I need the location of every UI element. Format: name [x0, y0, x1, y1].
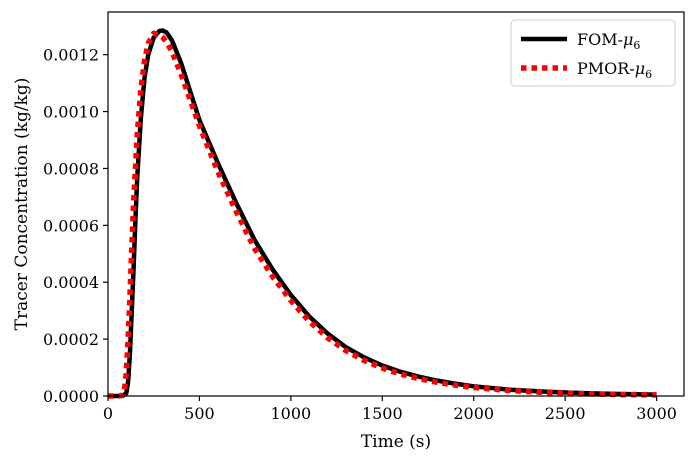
y-tick-label: 0.0002	[43, 330, 99, 349]
x-tick-label: 0	[103, 404, 113, 423]
x-tick-label: 2000	[453, 404, 494, 423]
legend-label-0: FOM-μ6	[577, 30, 640, 52]
y-tick-label: 0.0004	[43, 273, 99, 292]
y-tick-label: 0.0000	[43, 387, 99, 406]
y-tick-label: 0.0008	[43, 159, 99, 178]
x-tick-label: 1000	[270, 404, 311, 423]
legend-label-1: PMOR-μ6	[577, 59, 652, 81]
x-axis-title: Time (s)	[361, 432, 431, 452]
x-tick-label: 1500	[362, 404, 403, 423]
y-axis-title: Tracer Concentration (kg/kg)	[12, 78, 32, 331]
x-tick-label: 500	[184, 404, 215, 423]
plot-area: 0 500 1000 1500 2000 2500 3000 0.0000 0.0002 0.00…	[43, 11, 685, 423]
y-tick-label: 0.0006	[43, 216, 99, 235]
legend-box	[510, 19, 676, 87]
x-tick-label: 3000	[636, 404, 677, 423]
legend: FOM-μ6 PMOR-μ6	[510, 19, 676, 87]
x-tick-label: 2500	[545, 404, 586, 423]
axes-frame	[107, 11, 685, 397]
y-tick-label: 0.0012	[43, 46, 99, 65]
y-tick-label: 0.0010	[43, 103, 99, 122]
series-line-1	[108, 30, 657, 399]
series-layer	[108, 28, 657, 399]
